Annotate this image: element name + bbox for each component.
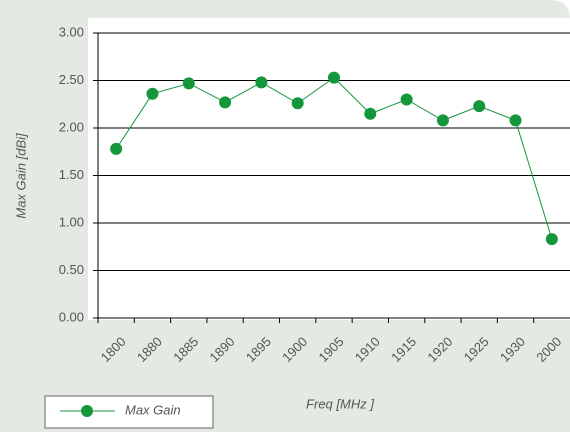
y-tick-label: 2.00 — [59, 119, 84, 134]
plot-area — [88, 18, 570, 320]
point — [328, 71, 340, 84]
point — [364, 107, 377, 120]
point — [473, 100, 486, 113]
legend-marker — [81, 405, 93, 417]
point — [182, 77, 195, 90]
legend-label: Max Gain — [125, 402, 181, 417]
legend — [44, 395, 214, 429]
y-tick-label: 1.00 — [59, 214, 84, 229]
point — [255, 76, 268, 89]
point — [291, 97, 304, 110]
point — [219, 96, 232, 109]
point — [110, 142, 123, 155]
y-tick-label: 1.50 — [59, 167, 84, 182]
y-tick-label: 0.50 — [59, 262, 84, 277]
y-axis-title: Max Gain [dBi] — [13, 133, 28, 219]
point — [400, 93, 413, 106]
point — [509, 114, 522, 127]
point — [146, 87, 159, 100]
y-tick-label: 0.00 — [59, 309, 84, 324]
y-tick-label: 2.50 — [59, 72, 84, 87]
y-tick-label: 3.00 — [59, 24, 84, 39]
x-axis-title: Freq [MHz ] — [306, 396, 374, 411]
point — [545, 233, 558, 246]
point — [436, 114, 449, 127]
